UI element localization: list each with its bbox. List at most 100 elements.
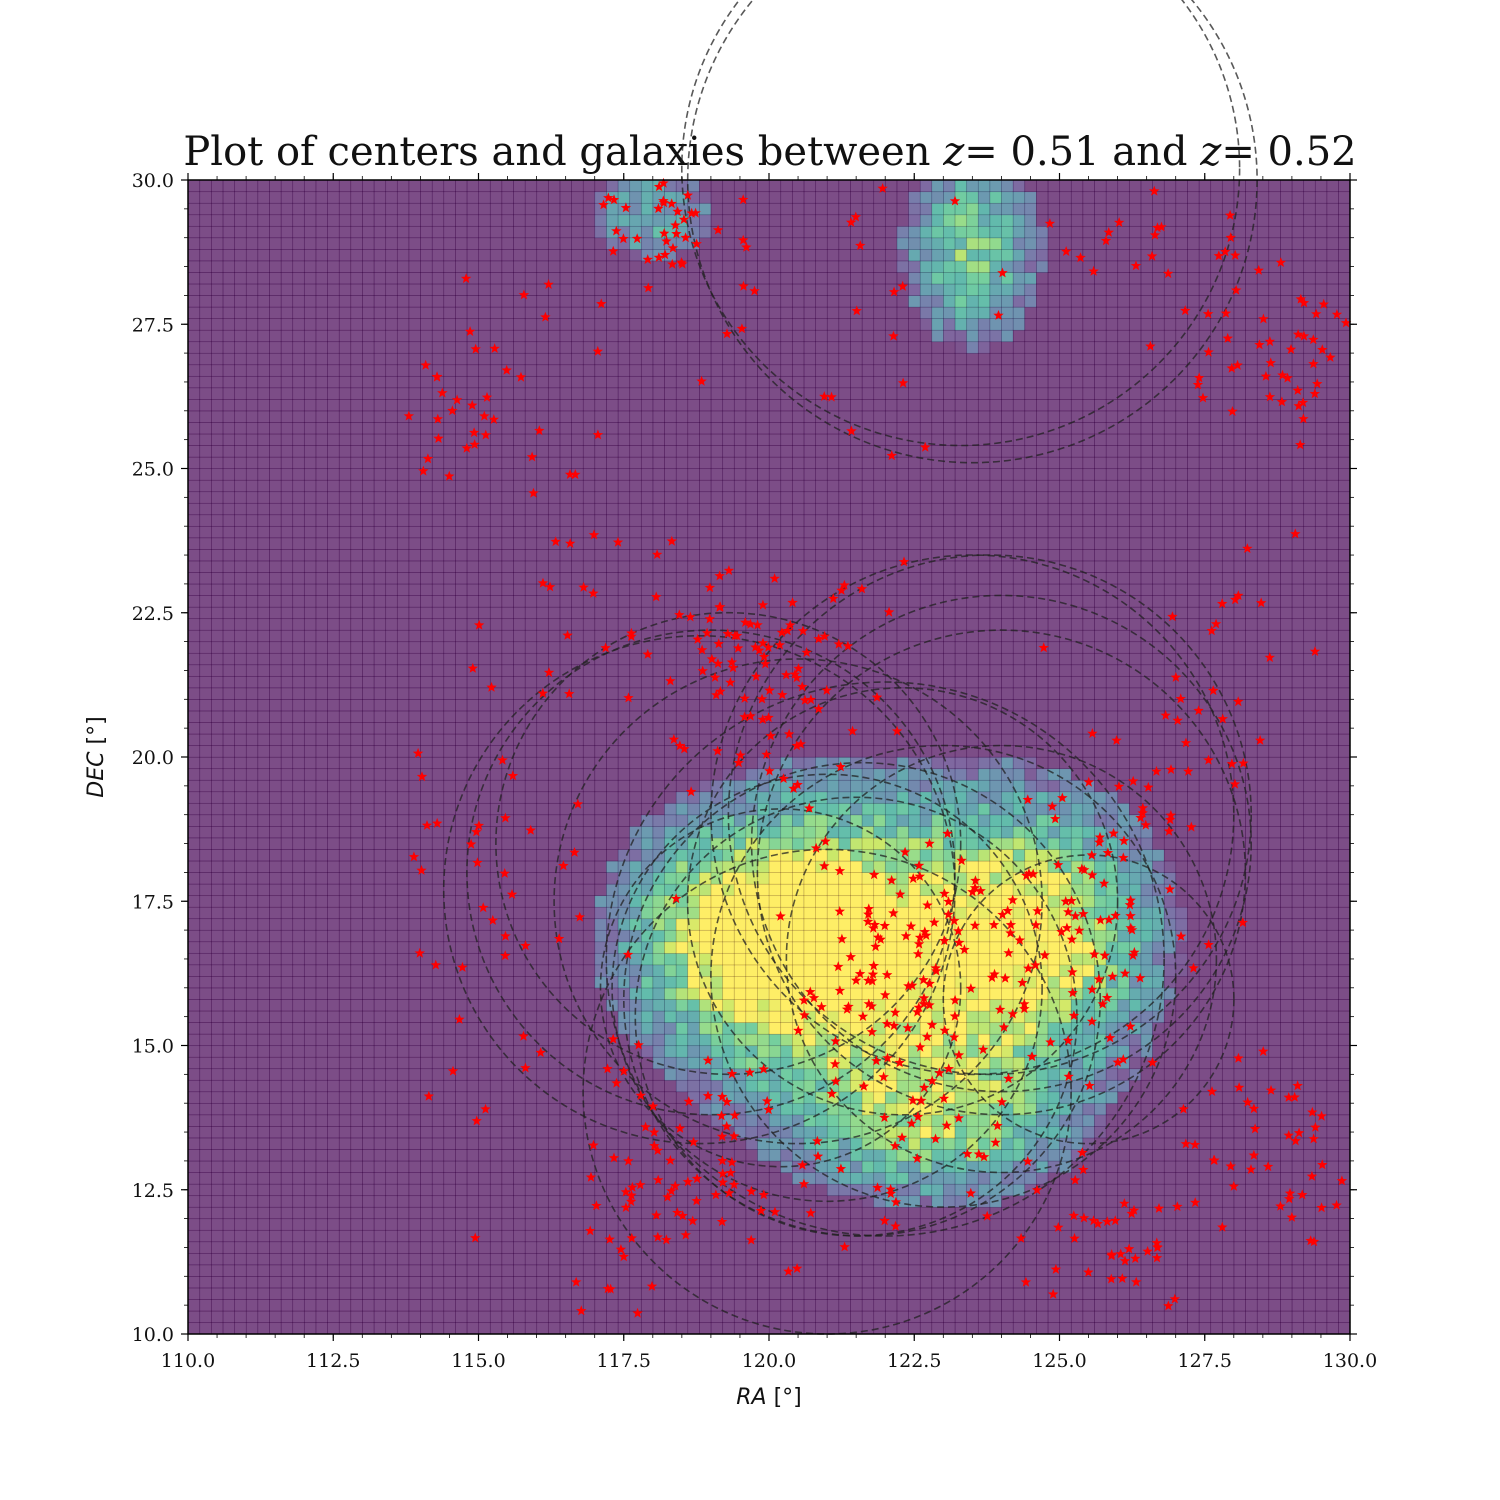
heatmap-cell: [420, 329, 433, 343]
heatmap-cell: [478, 918, 491, 931]
heatmap-cell: [327, 733, 340, 747]
heatmap-cell: [362, 468, 375, 481]
heatmap-cell: [303, 1114, 317, 1127]
heatmap-cell: [396, 1126, 410, 1139]
heatmap-cell: [571, 1114, 584, 1127]
heatmap-cell: [269, 387, 282, 400]
heatmap-cell: [664, 941, 677, 954]
heatmap-cell: [245, 583, 259, 596]
heatmap-cell: [269, 976, 282, 989]
heatmap-cell: [350, 191, 363, 204]
heatmap-cell: [478, 1126, 491, 1139]
heatmap-cell: [629, 1287, 642, 1300]
heatmap-cell: [257, 1195, 270, 1208]
heatmap-cell: [757, 1149, 770, 1162]
heatmap-cell: [385, 237, 398, 250]
heatmap-cell: [210, 1276, 224, 1289]
heatmap-cell: [629, 525, 642, 539]
heatmap-cell: [385, 675, 398, 689]
heatmap-cell: [513, 525, 526, 539]
heatmap-cell: [559, 872, 573, 885]
heatmap-cell: [420, 525, 433, 539]
heatmap-cell: [443, 560, 456, 573]
heatmap-cell: [606, 422, 619, 435]
heatmap-cell: [652, 987, 665, 1000]
heatmap-cell: [257, 768, 270, 781]
heatmap-cell: [606, 560, 619, 573]
heatmap-cell: [210, 375, 224, 389]
heatmap-cell: [292, 283, 305, 296]
heatmap-cell: [222, 502, 236, 516]
heatmap-cell: [478, 1310, 491, 1324]
heatmap-cell: [338, 260, 352, 273]
heatmap-cell: [269, 699, 282, 712]
heatmap-cell: [501, 941, 514, 954]
heatmap-cell: [280, 445, 294, 458]
heatmap-cell: [722, 641, 735, 654]
heatmap-cell: [478, 549, 491, 562]
heatmap-cell: [245, 1022, 259, 1035]
heatmap-cell: [606, 1102, 619, 1116]
heatmap-cell: [431, 1137, 445, 1150]
heatmap-cell: [629, 272, 642, 285]
heatmap-cell: [327, 1310, 340, 1324]
heatmap-cell: [362, 306, 375, 320]
heatmap-cell: [710, 179, 724, 193]
heatmap-cell: [687, 341, 700, 354]
heatmap-cell: [373, 1172, 387, 1185]
heatmap-cell: [257, 791, 270, 804]
heatmap-cell: [292, 1056, 305, 1070]
heatmap-cell: [699, 1276, 712, 1289]
heatmap-cell: [350, 918, 363, 931]
heatmap-cell: [350, 295, 363, 308]
heatmap-cell: [617, 387, 631, 400]
heatmap-cell: [210, 1229, 224, 1243]
heatmap-cell: [292, 560, 305, 573]
heatmap-cell: [536, 883, 549, 897]
heatmap-cell: [466, 583, 480, 596]
heatmap-cell: [733, 964, 747, 977]
heatmap-cell: [245, 572, 259, 585]
heatmap-cell: [257, 756, 270, 770]
heatmap-cell: [687, 502, 700, 516]
heatmap-cell: [280, 260, 294, 273]
heatmap-cell: [234, 248, 247, 262]
heatmap-cell: [199, 352, 212, 366]
heatmap-cell: [303, 225, 317, 239]
heatmap-cell: [501, 1322, 514, 1335]
heatmap-cell: [373, 895, 387, 908]
heatmap-cell: [489, 722, 503, 735]
heatmap-cell: [362, 733, 375, 747]
heatmap-cell: [431, 722, 445, 735]
heatmap-cell: [687, 283, 700, 296]
heatmap-cell: [280, 1010, 294, 1023]
heatmap-cell: [292, 318, 305, 331]
heatmap-cell: [408, 191, 421, 204]
heatmap-cell: [338, 283, 352, 296]
heatmap-cell: [222, 641, 236, 654]
heatmap-cell: [640, 964, 654, 977]
heatmap-cell: [327, 802, 340, 816]
heatmap-cell: [373, 445, 387, 458]
heatmap-cell: [257, 837, 270, 850]
heatmap-cell: [303, 260, 317, 273]
heatmap-cell: [606, 295, 619, 308]
heatmap-cell: [222, 860, 236, 873]
heatmap-cell: [489, 952, 503, 966]
heatmap-cell: [478, 225, 491, 239]
heatmap-cell: [640, 445, 654, 458]
heatmap-cell: [199, 491, 212, 504]
heatmap-cell: [222, 941, 236, 954]
heatmap-cell: [338, 1022, 352, 1035]
heatmap-cell: [373, 364, 387, 377]
heatmap-cell: [257, 179, 270, 193]
heatmap-cell: [373, 306, 387, 320]
heatmap-cell: [292, 687, 305, 700]
heatmap-cell: [257, 433, 270, 446]
heatmap-cell: [373, 514, 387, 527]
heatmap-cell: [396, 225, 410, 239]
heatmap-cell: [501, 1102, 514, 1116]
heatmap-cell: [362, 318, 375, 331]
heatmap-cell: [187, 318, 201, 331]
heatmap-cell: [524, 872, 538, 885]
